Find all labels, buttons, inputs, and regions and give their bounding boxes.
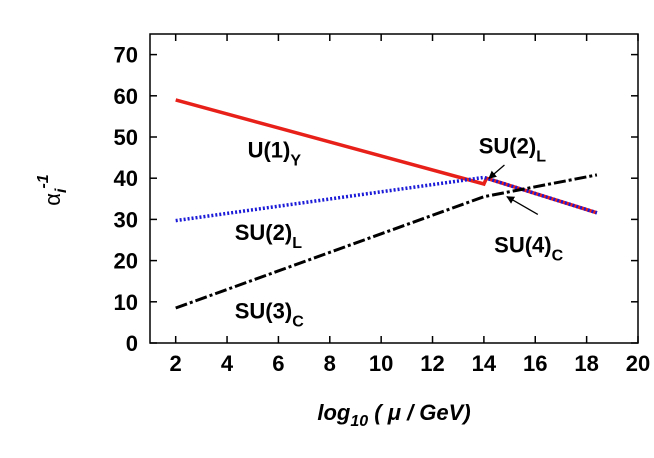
- y-tick-label: 40: [114, 166, 138, 191]
- label-u1y: U(1)Y: [248, 138, 302, 170]
- x-tick-label: 14: [472, 351, 497, 376]
- label-layer: U(1)Y SU(2)L SU(3)C SU(2)L SU(4)C: [235, 133, 564, 330]
- x-tick-label: 20: [626, 351, 650, 376]
- series-u1y-line: [175, 98, 598, 215]
- x-tick-label: 2: [170, 351, 182, 376]
- annotation-su4c: SU(4)C: [494, 232, 563, 264]
- y-tick-label: 30: [114, 207, 138, 232]
- annotation-su2l: SU(2)L: [479, 133, 546, 165]
- y-tick-label: 60: [114, 84, 138, 109]
- series-layer: [175, 98, 598, 310]
- plot-frame: [149, 33, 639, 344]
- x-axis-label: log10 ( μ / GeV): [317, 400, 470, 430]
- series-su2l-line: [175, 175, 598, 223]
- series-su3c-line: [175, 173, 598, 310]
- label-su2l: SU(2)L: [235, 220, 302, 252]
- annotation-su2l-arrow: [488, 164, 505, 179]
- x-tick-label: 16: [523, 351, 547, 376]
- y-tick-label: 50: [114, 125, 138, 150]
- x-tick-label: 6: [272, 351, 284, 376]
- x-tick-label: 4: [221, 351, 234, 376]
- x-tick-label: 12: [420, 351, 444, 376]
- x-tick-label: 8: [324, 351, 336, 376]
- y-tick-label: 70: [114, 43, 138, 68]
- y-tick-label: 10: [114, 290, 138, 315]
- x-tick-label: 18: [574, 351, 598, 376]
- y-axis-label: αi-1: [35, 174, 70, 206]
- label-su3c: SU(3)C: [235, 298, 304, 330]
- x-tick-label: 10: [369, 351, 393, 376]
- annotation-su4c-arrow: [506, 196, 539, 216]
- y-tick-label: 0: [126, 331, 138, 356]
- y-tick-label: 20: [114, 249, 138, 274]
- axes: 2 4 6 8 10 12 14 16 18 20 0 10 20 30 40 50 60 70 log10 ( μ…: [35, 33, 650, 430]
